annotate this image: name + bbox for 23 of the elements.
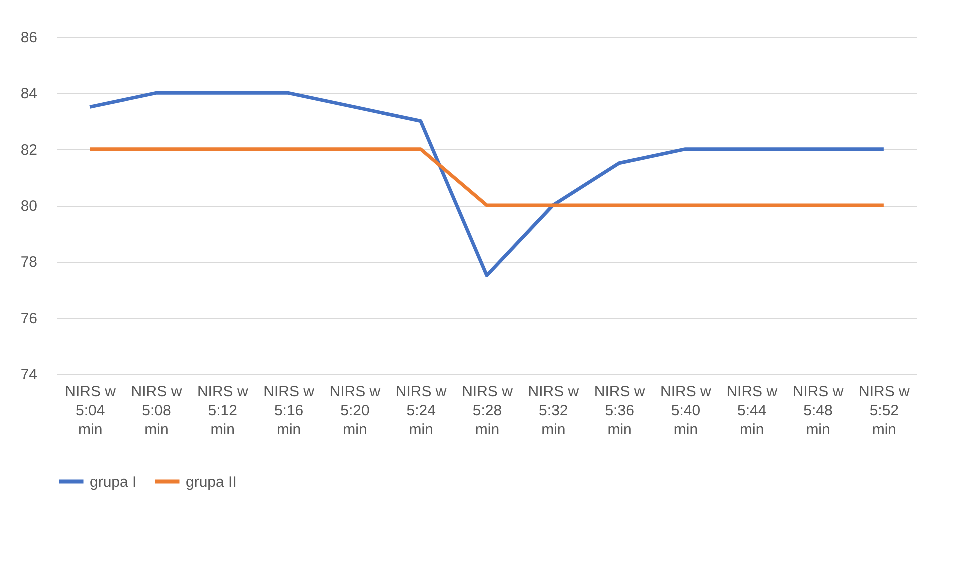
x-tick-label: NIRS w 5:52 min <box>859 384 910 438</box>
y-tick-label: 80 <box>20 198 38 215</box>
x-tick-label: NIRS w 5:36 min <box>594 384 646 438</box>
y-tick-label: 74 <box>20 366 38 384</box>
x-tick-label: NIRS w 5:28 min <box>462 384 514 438</box>
y-tick-label: 78 <box>20 254 38 272</box>
x-tick-label: NIRS w 5:24 min <box>396 384 447 438</box>
line-series <box>88 91 886 278</box>
y-tick-label: 82 <box>20 142 38 159</box>
x-tick-label: NIRS w 5:04 min <box>65 384 116 438</box>
x-tick-label: NIRS w 5:16 min <box>264 384 315 438</box>
x-tick-label: NIRS w 5:40 min <box>660 384 712 438</box>
x-tick-label: NIRS w 5:12 min <box>197 384 248 438</box>
x-tick-label: NIRS w 5:32 min <box>528 384 580 438</box>
y-tick-label: 86 <box>20 30 38 46</box>
y-tick-label: 84 <box>20 86 38 103</box>
legend-label: grupa I <box>90 474 137 491</box>
y-tick-label: 76 <box>20 310 38 328</box>
legend-label: grupa II <box>186 474 237 491</box>
x-tick-label: NIRS w 5:20 min <box>330 384 381 438</box>
x-tick-label: NIRS w 5:48 min <box>792 384 844 438</box>
x-tick-label: NIRS w 5:44 min <box>726 384 778 438</box>
x-tick-label: NIRS w 5:08 min <box>131 384 182 438</box>
